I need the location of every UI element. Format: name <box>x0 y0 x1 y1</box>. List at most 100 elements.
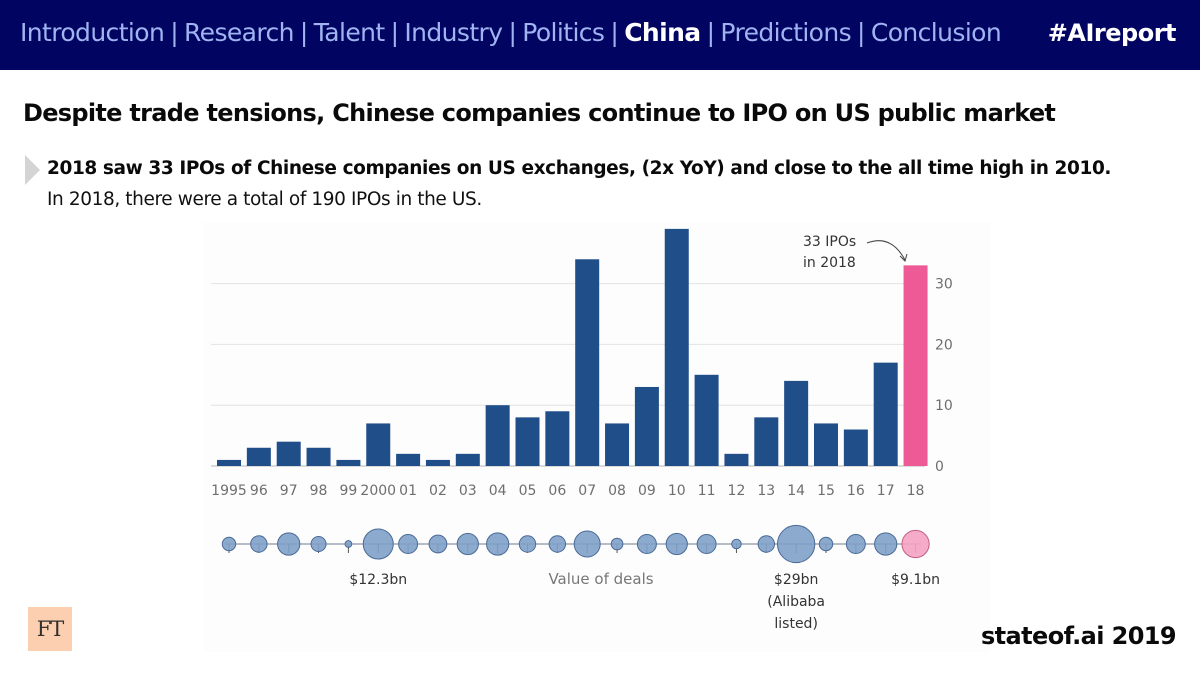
bubble-12 <box>731 538 742 550</box>
bar-99 <box>336 459 361 466</box>
nav-separator: | <box>170 18 179 47</box>
y-tick-label: 0 <box>935 459 944 475</box>
deal-value-label: $9.1bn <box>891 572 940 588</box>
deal-value-note: (Alibaba <box>767 594 825 610</box>
x-tick-label: 17 <box>877 483 895 499</box>
bubble-98 <box>310 536 327 552</box>
bar-05 <box>515 417 540 466</box>
ft-logo: FT <box>28 607 72 651</box>
x-tick-label: 01 <box>399 483 417 499</box>
bar-18 <box>903 265 928 466</box>
x-tick-label: 96 <box>250 483 268 499</box>
slide-title: Despite trade tensions, Chinese companie… <box>23 99 1056 127</box>
bubble-96 <box>250 535 268 553</box>
bubble-13 <box>757 535 776 553</box>
bar-08 <box>605 423 630 466</box>
annotation-arrow <box>866 240 906 261</box>
bubble-10 <box>665 532 688 556</box>
bullet-normal-text: In 2018, there were a total of 190 IPOs … <box>47 189 482 210</box>
bar-96 <box>246 447 271 466</box>
section-nav: Introduction | Research | Talent | Industry | Po… <box>20 18 1002 47</box>
x-tick-label: 98 <box>310 483 328 499</box>
bar-03 <box>455 453 480 466</box>
ipo-chart-svg: 0 10 20 30 1995 96 97 98 99 2000 01 02 03 04 05 06 07 08 0… <box>211 228 953 632</box>
bubble-04 <box>486 532 510 556</box>
x-tick-label: 03 <box>459 483 477 499</box>
nav-separator: | <box>508 18 517 47</box>
bubble-06 <box>548 535 567 553</box>
x-tick-label: 02 <box>429 483 447 499</box>
bubble-97 <box>277 532 301 556</box>
x-tick-label: 13 <box>757 483 775 499</box>
y-tick-label: 30 <box>935 277 953 293</box>
bubble-05 <box>518 535 537 553</box>
x-tick-label: 14 <box>787 483 805 499</box>
y-tick-label: 20 <box>935 337 953 353</box>
bar-2000 <box>366 423 391 466</box>
x-tick-label: 2000 <box>360 483 396 499</box>
nav-item-conclusion[interactable]: Conclusion <box>870 18 1002 47</box>
bar-15 <box>814 423 838 466</box>
ipo-chart: 0 10 20 30 1995 96 97 98 99 2000 01 02 03 04 05 06 07 08 0… <box>203 222 990 652</box>
x-tick-label: 09 <box>638 483 656 499</box>
bar-06 <box>545 411 570 466</box>
x-tick-label: 1995 <box>211 483 247 499</box>
bubble-07 <box>573 530 601 558</box>
bubble-14 <box>776 524 816 564</box>
bar-12 <box>724 453 749 466</box>
brand-label: stateof.ai 2019 <box>980 622 1177 650</box>
bubble-2000 <box>362 528 394 560</box>
x-tick-label: 97 <box>280 483 298 499</box>
x-tick-label: 11 <box>698 483 716 499</box>
nav-separator: | <box>299 18 308 47</box>
bar-97 <box>276 441 301 466</box>
nav-separator: | <box>706 18 715 47</box>
bar-98 <box>306 447 331 466</box>
x-tick-label: 15 <box>817 483 835 499</box>
bubble-1995 <box>221 536 237 552</box>
bubble-02 <box>428 534 448 554</box>
nav-item-china[interactable]: China <box>624 18 701 47</box>
bar-09 <box>634 386 659 466</box>
deal-value-label: $29bn <box>774 572 818 588</box>
x-tick-label: 08 <box>608 483 626 499</box>
annotation-text: in 2018 <box>803 255 856 271</box>
bubble-15 <box>818 536 834 552</box>
bar-14 <box>784 380 809 466</box>
bubble-11 <box>696 534 717 554</box>
x-tick-label: 12 <box>728 483 746 499</box>
bubble-01 <box>398 534 419 554</box>
x-tick-label: 16 <box>847 483 865 499</box>
top-navigation-bar: Introduction | Research | Talent | Industry | Po… <box>0 0 1200 70</box>
bubble-16 <box>845 534 866 554</box>
annotation-arrowhead <box>899 253 908 262</box>
nav-item-introduction[interactable]: Introduction <box>20 18 165 47</box>
bar-10 <box>664 228 689 466</box>
bubble-18 <box>901 529 930 559</box>
y-tick-label: 10 <box>935 398 953 414</box>
annotation-text: 33 IPOs <box>803 234 856 250</box>
x-tick-label: 18 <box>907 483 925 499</box>
value-of-deals-label: Value of deals <box>548 570 653 588</box>
nav-separator: | <box>390 18 399 47</box>
nav-item-talent[interactable]: Talent <box>313 18 385 47</box>
bubble-08 <box>610 537 624 551</box>
bar-04 <box>485 405 510 466</box>
bullet-bold-text: 2018 saw 33 IPOs of Chinese companies on… <box>47 158 1112 179</box>
nav-separator: | <box>857 18 865 47</box>
bubble-17 <box>874 532 898 556</box>
bubble-03 <box>456 532 479 556</box>
x-tick-label: 06 <box>548 483 566 499</box>
bar-01 <box>396 453 421 466</box>
nav-item-industry[interactable]: Industry <box>404 18 503 47</box>
bar-11 <box>694 374 719 466</box>
nav-item-predictions[interactable]: Predictions <box>720 18 852 47</box>
bar-17 <box>873 362 898 466</box>
bar-16 <box>843 429 868 466</box>
bar-07 <box>575 259 600 466</box>
nav-item-politics[interactable]: Politics <box>522 18 605 47</box>
bubble-09 <box>636 534 657 554</box>
deal-value-note: listed) <box>774 616 818 632</box>
nav-item-research[interactable]: Research <box>184 18 294 47</box>
bar-1995 <box>217 459 241 466</box>
